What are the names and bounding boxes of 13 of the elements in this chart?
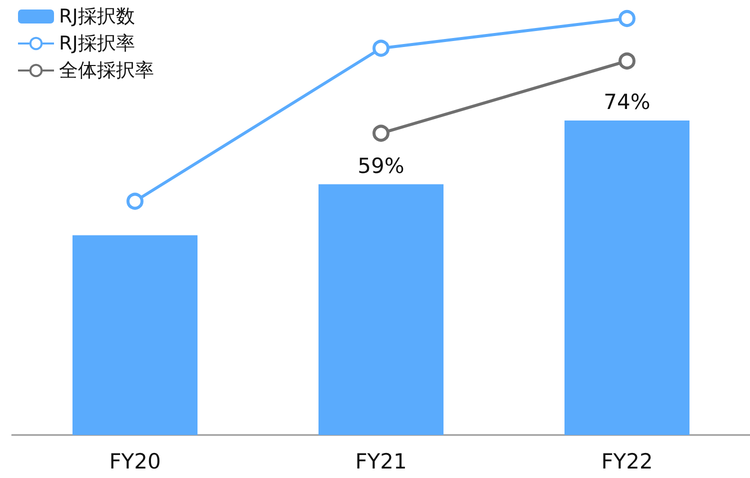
legend-label: RJ採択数 bbox=[59, 6, 135, 28]
point bbox=[372, 40, 390, 57]
data-label: 74% bbox=[604, 90, 650, 114]
point bbox=[126, 192, 144, 210]
point bbox=[618, 52, 636, 70]
x-tick-label: FY21 bbox=[355, 450, 407, 474]
legend-label: RJ採択率 bbox=[59, 32, 135, 54]
point bbox=[618, 10, 636, 27]
x-tick-label: FY22 bbox=[601, 450, 653, 474]
point bbox=[372, 124, 390, 142]
data-label: 59% bbox=[358, 154, 404, 178]
x-tick-label: FY20 bbox=[109, 450, 161, 474]
legend-label: 全体採択率 bbox=[59, 60, 154, 82]
